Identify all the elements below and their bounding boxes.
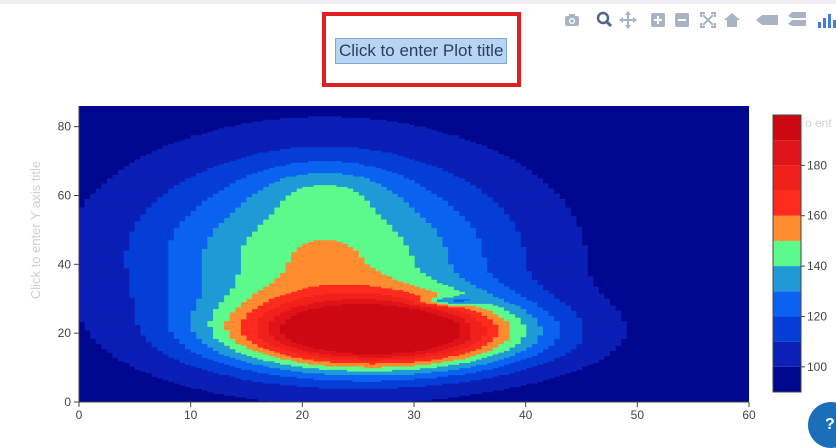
colorbar-tick-label: 140 xyxy=(807,259,827,273)
hover-compare-icon[interactable] xyxy=(786,10,808,30)
zoom-icon[interactable] xyxy=(594,10,614,30)
contour-area[interactable] xyxy=(79,106,749,403)
x-tick-label: 50 xyxy=(631,408,645,422)
y-tick-label: 40 xyxy=(58,257,72,271)
colorbar-segment xyxy=(773,366,801,392)
colorbar-segment xyxy=(773,215,801,241)
colorbar-segment xyxy=(773,316,801,342)
colorbar-tick-label: 160 xyxy=(807,209,827,223)
plot-title[interactable]: Click to enter Plot title xyxy=(335,38,508,64)
x-tick-label: 40 xyxy=(519,408,533,422)
x-tick-label: 0 xyxy=(76,408,83,422)
colorbar-segment xyxy=(773,115,801,141)
home-icon[interactable] xyxy=(722,10,742,30)
plot-modebar xyxy=(560,10,836,30)
contour-band-190-200[interactable] xyxy=(280,303,460,355)
colorbar-segment xyxy=(773,266,801,292)
colorbar-segment xyxy=(773,240,801,267)
colorbar-tick-label: 100 xyxy=(807,360,827,374)
colorbar-segment xyxy=(773,165,801,191)
camera-icon[interactable] xyxy=(562,10,582,30)
y-tick-label: 60 xyxy=(58,188,72,202)
colorbar-tick-label: 120 xyxy=(807,309,827,323)
x-tick-label: 60 xyxy=(742,408,756,422)
top-border xyxy=(0,0,836,4)
pan-icon[interactable] xyxy=(618,10,638,30)
colorbar-title[interactable]: o ent xyxy=(805,116,832,130)
hover-closest-icon[interactable] xyxy=(754,10,780,30)
colorbar: 100 120 140 160 180 o ent xyxy=(772,114,832,393)
x-tick-label: 10 xyxy=(184,408,198,422)
y-tick-label: 0 xyxy=(64,395,71,409)
colorbar-tick-label: 180 xyxy=(807,158,827,172)
colorbar-segment xyxy=(773,140,801,166)
y-tick-label: 20 xyxy=(58,326,72,340)
y-tick-label: 80 xyxy=(58,120,72,134)
plotly-logo-icon[interactable] xyxy=(816,10,836,30)
x-tick-label: 30 xyxy=(407,408,421,422)
zoom-out-icon[interactable] xyxy=(672,10,692,30)
axes: 0 10 20 30 40 50 60 0 20 40 60 80 xyxy=(58,106,756,422)
help-label: ? xyxy=(825,416,835,433)
title-highlight-box xyxy=(322,12,521,87)
colorbar-segment xyxy=(773,291,801,317)
colorbar-frame xyxy=(772,114,802,393)
zoom-in-icon[interactable] xyxy=(648,10,668,30)
x-tick-label: 20 xyxy=(296,408,310,422)
colorbar-segment xyxy=(773,341,801,367)
autoscale-icon[interactable] xyxy=(698,10,718,30)
colorbar-segment xyxy=(773,190,801,216)
